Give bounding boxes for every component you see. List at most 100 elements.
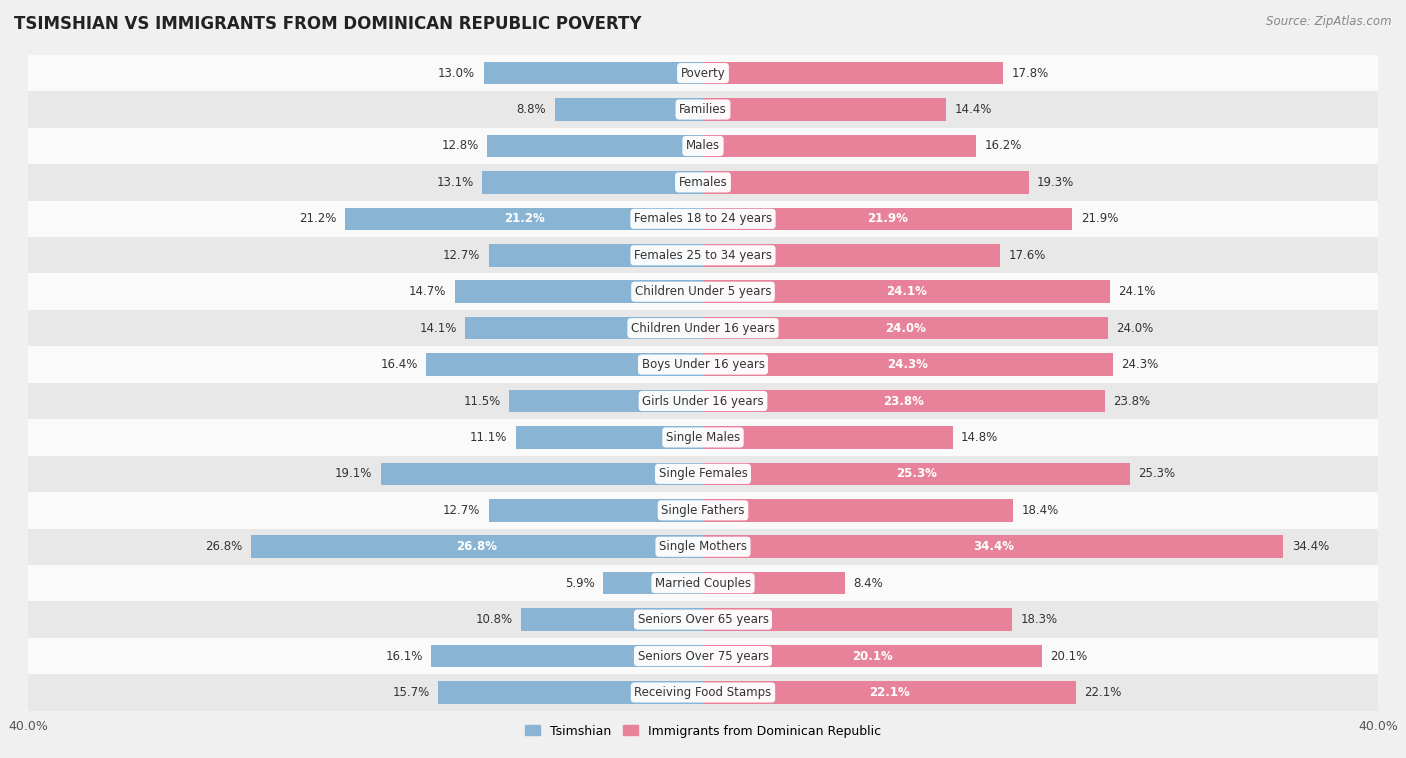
Bar xyxy=(439,681,703,703)
Bar xyxy=(484,62,703,84)
Bar xyxy=(603,572,703,594)
Text: Females: Females xyxy=(679,176,727,189)
Bar xyxy=(346,208,703,230)
Bar xyxy=(28,346,1378,383)
Bar xyxy=(703,681,1076,703)
Bar xyxy=(28,201,1378,237)
Bar xyxy=(28,55,1378,91)
Bar xyxy=(489,244,703,267)
Bar xyxy=(703,645,1042,667)
Text: 24.3%: 24.3% xyxy=(887,358,928,371)
Bar xyxy=(456,280,703,303)
Text: 17.8%: 17.8% xyxy=(1012,67,1049,80)
Bar xyxy=(509,390,703,412)
Text: 20.1%: 20.1% xyxy=(1050,650,1088,662)
Legend: Tsimshian, Immigrants from Dominican Republic: Tsimshian, Immigrants from Dominican Rep… xyxy=(520,719,886,743)
Text: 8.4%: 8.4% xyxy=(853,577,883,590)
Bar xyxy=(28,528,1378,565)
Text: 14.7%: 14.7% xyxy=(409,285,447,298)
Text: 22.1%: 22.1% xyxy=(869,686,910,699)
Text: 12.7%: 12.7% xyxy=(443,504,481,517)
Text: 10.8%: 10.8% xyxy=(475,613,512,626)
Text: 24.0%: 24.0% xyxy=(1116,321,1153,334)
Bar xyxy=(28,310,1378,346)
Bar xyxy=(28,164,1378,201)
Text: 24.0%: 24.0% xyxy=(884,321,927,334)
Text: 26.8%: 26.8% xyxy=(205,540,242,553)
Bar xyxy=(703,462,1130,485)
Text: 14.8%: 14.8% xyxy=(962,431,998,444)
Text: 19.1%: 19.1% xyxy=(335,468,373,481)
Text: Males: Males xyxy=(686,139,720,152)
Bar xyxy=(28,419,1378,456)
Bar xyxy=(28,637,1378,675)
Bar xyxy=(489,499,703,522)
Text: 11.5%: 11.5% xyxy=(464,394,501,408)
Bar xyxy=(381,462,703,485)
Text: 18.4%: 18.4% xyxy=(1022,504,1059,517)
Bar xyxy=(465,317,703,340)
Text: 15.7%: 15.7% xyxy=(392,686,430,699)
Text: 8.8%: 8.8% xyxy=(516,103,546,116)
Text: 21.2%: 21.2% xyxy=(299,212,337,225)
Bar xyxy=(703,426,953,449)
Text: 24.3%: 24.3% xyxy=(1122,358,1159,371)
Text: 11.1%: 11.1% xyxy=(470,431,508,444)
Bar xyxy=(486,135,703,157)
Text: Married Couples: Married Couples xyxy=(655,577,751,590)
Text: Females 18 to 24 years: Females 18 to 24 years xyxy=(634,212,772,225)
Text: 20.1%: 20.1% xyxy=(852,650,893,662)
Bar xyxy=(554,99,703,121)
Text: Females 25 to 34 years: Females 25 to 34 years xyxy=(634,249,772,262)
Bar xyxy=(703,353,1114,376)
Text: Single Females: Single Females xyxy=(658,468,748,481)
Text: 17.6%: 17.6% xyxy=(1008,249,1046,262)
Text: 23.8%: 23.8% xyxy=(883,394,924,408)
Bar xyxy=(703,244,1000,267)
Text: 24.1%: 24.1% xyxy=(1118,285,1156,298)
Text: 21.2%: 21.2% xyxy=(503,212,544,225)
Text: 23.8%: 23.8% xyxy=(1114,394,1150,408)
Bar xyxy=(703,390,1105,412)
Text: 16.4%: 16.4% xyxy=(381,358,418,371)
Bar xyxy=(426,353,703,376)
Bar xyxy=(28,383,1378,419)
Text: Boys Under 16 years: Boys Under 16 years xyxy=(641,358,765,371)
Text: 25.3%: 25.3% xyxy=(896,468,936,481)
Text: 34.4%: 34.4% xyxy=(973,540,1014,553)
Bar xyxy=(28,565,1378,601)
Text: 5.9%: 5.9% xyxy=(565,577,595,590)
Text: Children Under 5 years: Children Under 5 years xyxy=(634,285,772,298)
Text: 19.3%: 19.3% xyxy=(1038,176,1074,189)
Text: Source: ZipAtlas.com: Source: ZipAtlas.com xyxy=(1267,15,1392,28)
Text: 16.2%: 16.2% xyxy=(984,139,1022,152)
Text: 12.7%: 12.7% xyxy=(443,249,481,262)
Bar xyxy=(703,609,1012,631)
Bar xyxy=(28,601,1378,637)
Bar xyxy=(703,62,1004,84)
Bar xyxy=(28,91,1378,128)
Bar xyxy=(516,426,703,449)
Bar xyxy=(28,675,1378,711)
Text: Girls Under 16 years: Girls Under 16 years xyxy=(643,394,763,408)
Text: 34.4%: 34.4% xyxy=(1292,540,1329,553)
Text: 21.9%: 21.9% xyxy=(1081,212,1118,225)
Text: Single Males: Single Males xyxy=(666,431,740,444)
Text: Seniors Over 75 years: Seniors Over 75 years xyxy=(637,650,769,662)
Bar xyxy=(250,535,703,558)
Bar xyxy=(703,208,1073,230)
Text: Single Mothers: Single Mothers xyxy=(659,540,747,553)
Bar xyxy=(703,135,976,157)
Text: Poverty: Poverty xyxy=(681,67,725,80)
Bar xyxy=(28,274,1378,310)
Text: 16.1%: 16.1% xyxy=(385,650,423,662)
Text: 25.3%: 25.3% xyxy=(1139,468,1175,481)
Bar xyxy=(703,572,845,594)
Text: 14.4%: 14.4% xyxy=(955,103,991,116)
Text: 14.1%: 14.1% xyxy=(419,321,457,334)
Text: 26.8%: 26.8% xyxy=(457,540,498,553)
Text: 13.1%: 13.1% xyxy=(436,176,474,189)
Bar xyxy=(703,99,946,121)
Text: 12.8%: 12.8% xyxy=(441,139,478,152)
Text: 13.0%: 13.0% xyxy=(439,67,475,80)
